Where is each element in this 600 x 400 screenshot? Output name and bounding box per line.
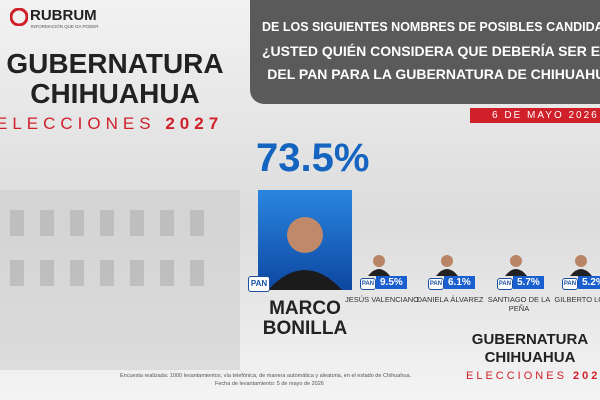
candidate-percent: 9.5% [376,276,407,289]
candidate-silhouette [436,255,458,276]
candidate-photo [568,252,594,276]
footer-year: 2027 [572,370,600,382]
leader-first-name: MARCO [269,298,341,319]
logo-icon [10,8,28,26]
candidate-silhouette [570,255,592,276]
question-box: DE LOS SIGUIENTES NOMBRES DE POSIBLES CA… [250,0,600,104]
date-bar: 6 DE MAYO 2026 [470,108,600,123]
subtitle-year: 2027 [165,114,224,133]
footnote: Encuesta realizada: 1000 levantamientos,… [120,373,412,379]
candidate-silhouette [505,255,527,276]
subtitle-text: ELECCIONES [0,114,156,133]
footnote: Fecha de levantamiento: 5 de mayo de 202… [215,381,324,387]
title-line: CHIHUAHUA [30,78,200,109]
footer-subtitle-text: ELECCIONES [466,370,567,382]
candidate-name: JESÚS VALENCIANO [344,295,420,304]
candidate-name: GILBERTO LOYA [554,295,600,304]
building-illustration [0,190,240,370]
candidate-percent: 5.2% [578,276,600,289]
brand-name: RUBRUM [30,7,97,24]
party-badge: PAN [428,278,444,290]
question-line: DEL PAN PARA LA GUBERNATURA DE CHIHUAHUA… [267,66,600,82]
leader-silhouette [268,217,342,290]
brand-tagline: INFORMACIÓN QUE DA PODER [31,24,99,29]
candidate-photo [503,252,529,276]
party-badge: PAN [248,276,270,292]
title-line: GUBERNATURA [6,48,224,79]
question-line: ¿USTED QUIÉN CONSIDERA QUE DEBERÍA SER E… [262,43,600,59]
candidate-name: SANTIAGO DE LA PEÑA [487,295,551,313]
party-badge: PAN [562,278,578,290]
leader-last-name: BONILLA [262,318,348,339]
footer-title: CHIHUAHUA [484,349,576,366]
candidate-silhouette [368,255,390,276]
candidate-photo [366,252,392,276]
candidate-percent: 5.7% [513,276,544,289]
footer-subtitle: ELECCIONES 2027 [466,370,600,382]
subtitle: ELECCIONES 2027 [0,114,223,134]
party-badge: PAN [360,278,376,290]
leader-photo [258,190,352,290]
candidate-photo [434,252,460,276]
question-line: DE LOS SIGUIENTES NOMBRES DE POSIBLES CA… [262,20,600,34]
candidate-name: DANIELA ÁLVAREZ [416,295,484,304]
leader-percent: 73.5% [256,136,370,180]
party-badge: PAN [497,278,513,290]
candidate-percent: 6.1% [444,276,475,289]
footer-title: GUBERNATURA [471,331,589,348]
